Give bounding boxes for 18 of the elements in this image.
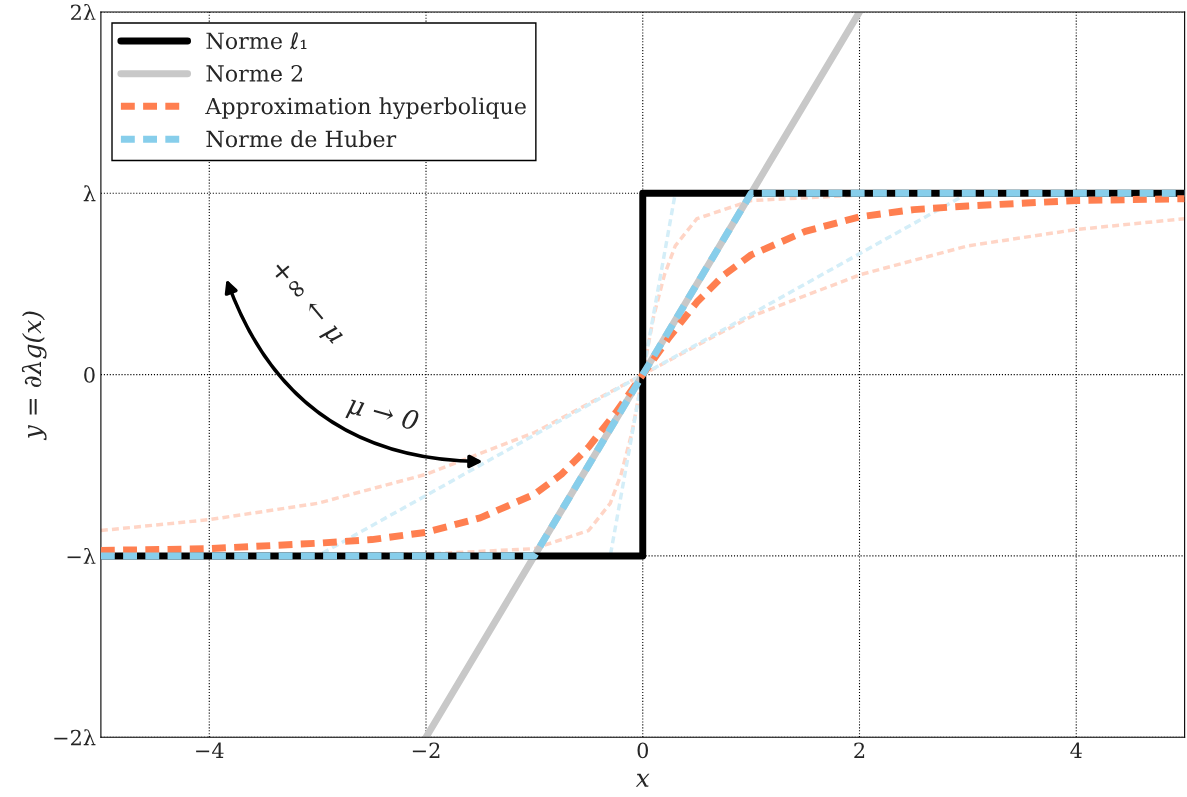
x-tick-label: 2 [854,742,865,758]
legend-label: Norme 2 [206,64,303,82]
y-tick-label: 2λ [70,3,96,20]
legend-label: Norme de Huber [206,130,397,148]
y-tick-label: −λ [67,547,96,564]
x-tick-label: 0 [637,742,648,759]
annotation: μ → 0 [345,393,420,436]
x-tick-label: −4 [196,742,224,758]
x-tick-label: 4 [1070,742,1082,758]
x-tick-label: −2 [412,742,440,758]
legend-label: Approximation hyperbolique [205,97,526,120]
legend-label: Norme ℓ₁ [206,32,307,50]
y-tick-label: −2λ [54,729,96,746]
y-axis-title: y = ∂λg(x) [21,311,47,441]
x-axis-title: x [635,773,650,787]
annotation: +∞ ← μ [266,259,346,348]
y-tick-label: 0 [84,367,95,383]
y-tick-label: λ [83,185,96,202]
